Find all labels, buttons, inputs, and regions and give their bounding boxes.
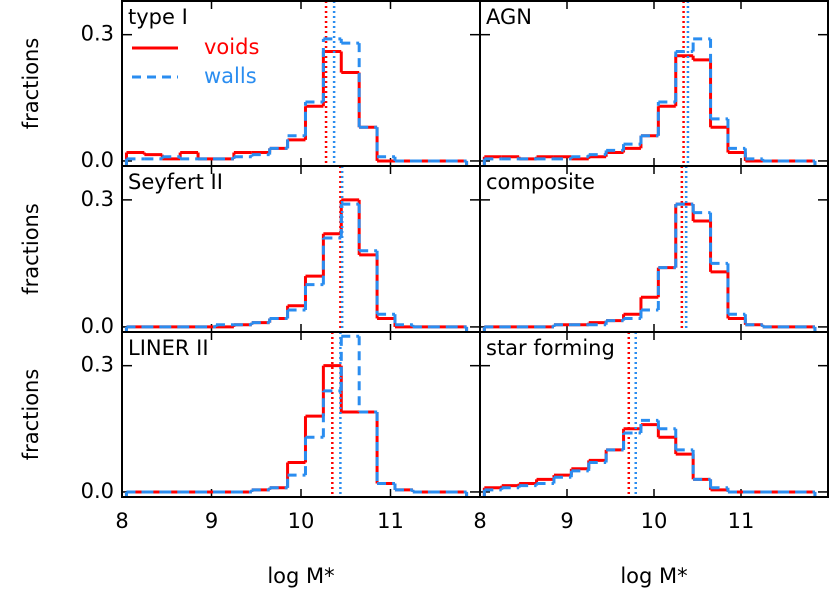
- x-tick-label: 10: [641, 509, 668, 533]
- y-axis-label: fractions: [19, 38, 43, 130]
- x-tick-label: 11: [377, 509, 404, 533]
- panel-title: AGN: [486, 5, 532, 29]
- panel-title: LINER II: [128, 336, 209, 360]
- legend-label: voids: [204, 35, 259, 59]
- x-axis-label: log M*: [267, 564, 334, 588]
- y-axis-label: fractions: [19, 203, 43, 295]
- panel-frame: [479, 331, 829, 498]
- y-tick-label: 0.3: [81, 22, 114, 46]
- x-tick-label: 10: [288, 509, 315, 533]
- panel-title: type I: [128, 5, 188, 29]
- y-tick-label: 0.3: [81, 353, 114, 377]
- x-tick-label: 8: [473, 509, 486, 533]
- panel-title: star forming: [486, 336, 615, 360]
- panel-title: Seyfert II: [128, 170, 223, 194]
- y-axis-label: fractions: [19, 369, 43, 461]
- x-tick-label: 9: [560, 509, 573, 533]
- panel-title: composite: [486, 170, 595, 194]
- y-tick-label: 0.0: [81, 479, 114, 503]
- y-tick-label: 0.3: [81, 187, 114, 211]
- x-tick-label: 11: [728, 509, 755, 533]
- x-tick-label: 8: [115, 509, 128, 533]
- y-tick-label: 0.0: [81, 148, 114, 172]
- y-tick-label: 0.0: [81, 314, 114, 338]
- x-tick-label: 9: [205, 509, 218, 533]
- x-axis-label: log M*: [620, 564, 687, 588]
- panel-frame: [479, 0, 829, 167]
- legend-label: walls: [204, 64, 257, 88]
